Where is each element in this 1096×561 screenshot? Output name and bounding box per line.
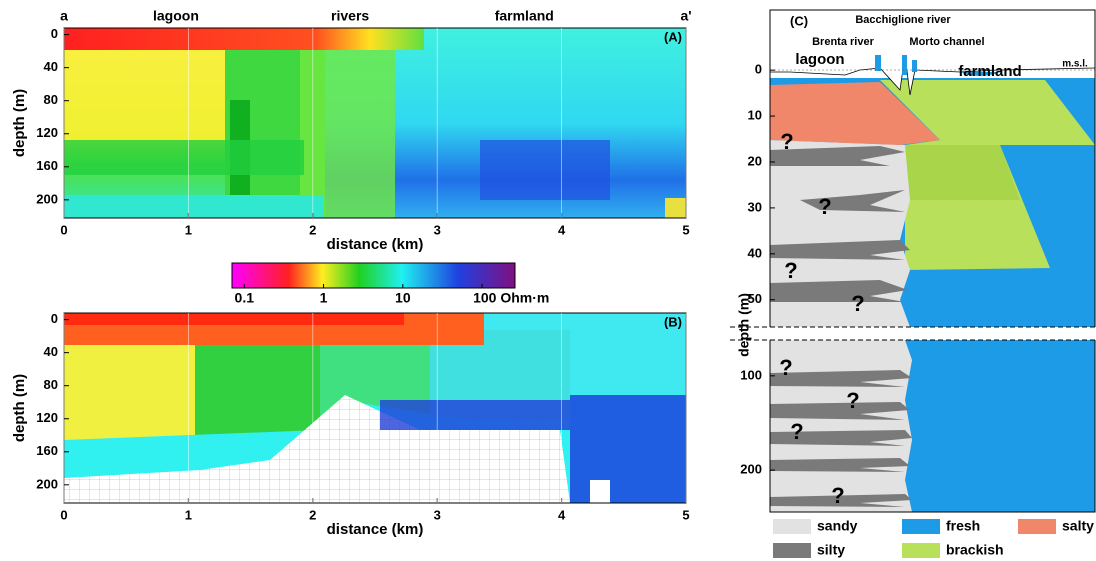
x-tick-label: 5 [682,222,689,237]
colorbar-tick-label: 10 [395,290,411,306]
legend-swatch [773,543,811,558]
legend-swatch [902,519,940,534]
top-label: lagoon [153,8,199,24]
x-tick-label: 0 [60,222,67,237]
y-tick-label: 0 [755,62,762,77]
panel-label: (B) [664,314,682,329]
y-axis-label: depth (m) [11,89,28,157]
y-tick-label: 40 [748,245,762,260]
colorbar-tick-label: 1 [320,290,328,306]
legend-swatch [902,543,940,558]
y-tick-label: 100 [740,367,762,382]
top-label: farmland [495,8,554,24]
colorbar [231,262,516,289]
x-tick-label: 1 [185,222,192,237]
question-mark: ? [818,194,831,219]
y-tick-label: 20 [748,153,762,168]
panel-label: (C) [790,13,808,28]
question-mark: ? [790,419,803,444]
question-mark: ? [779,355,792,380]
question-mark: ? [846,388,859,413]
annotation: Bacchiglione river [855,14,951,26]
panel-label: (A) [664,29,682,44]
x-tick-label: 3 [434,222,441,237]
question-mark: ? [780,129,793,154]
x-axis-label: distance (km) [327,521,424,538]
legend-label: salty [1062,518,1094,534]
y-tick-label: 120 [36,410,58,425]
legend-swatch [1018,519,1056,534]
annotation: lagoon [795,51,844,68]
x-tick-label: 2 [309,222,316,237]
y-tick-label: 0 [51,311,58,326]
y-tick-label: 80 [44,377,58,392]
cross-section [730,9,1096,513]
y-tick-label: 120 [36,125,58,140]
x-tick-label: 4 [558,507,566,522]
top-label: rivers [331,8,369,24]
x-tick-label: 4 [558,222,566,237]
x-tick-label: 0 [60,507,67,522]
y-axis-label: depth (m) [11,374,28,442]
x-axis-label: distance (km) [327,236,424,253]
y-tick-label: 50 [748,291,762,306]
y-tick-label: 200 [740,462,762,477]
top-label: a' [680,8,691,24]
legend-swatch [773,519,811,534]
resistivity-field-a [64,28,686,218]
question-mark: ? [784,258,797,283]
y-tick-label: 160 [36,158,58,173]
y-tick-label: 200 [36,476,58,491]
legend-label: silty [817,542,845,558]
y-tick-label: 160 [36,443,58,458]
x-tick-label: 2 [309,507,316,522]
legend-label: fresh [946,518,980,534]
legend-label: brackish [946,542,1004,558]
y-tick-label: 30 [748,199,762,214]
top-label: a [60,8,68,24]
annotation: m.s.l. [1062,59,1088,70]
annotation: Morto channel [909,36,984,48]
question-mark: ? [851,291,864,316]
annotation: Brenta river [812,36,874,48]
colorbar-tick-label: 0.1 [235,290,255,306]
legend-label: sandy [817,518,858,534]
y-tick-label: 80 [44,92,58,107]
y-tick-label: 40 [44,59,58,74]
y-tick-label: 0 [51,26,58,41]
y-axis-label: depth (m) [736,293,752,357]
x-tick-label: 5 [682,507,689,522]
colorbar-tick-label: 100 Ohm·m [473,290,549,306]
y-tick-label: 40 [44,344,58,359]
resistivity-field-b [64,313,686,503]
y-tick-label: 200 [36,191,58,206]
question-mark: ? [831,483,844,508]
y-tick-label: 10 [748,108,762,123]
annotation: farmland [958,63,1021,80]
x-tick-label: 3 [434,507,441,522]
x-tick-label: 1 [185,507,192,522]
